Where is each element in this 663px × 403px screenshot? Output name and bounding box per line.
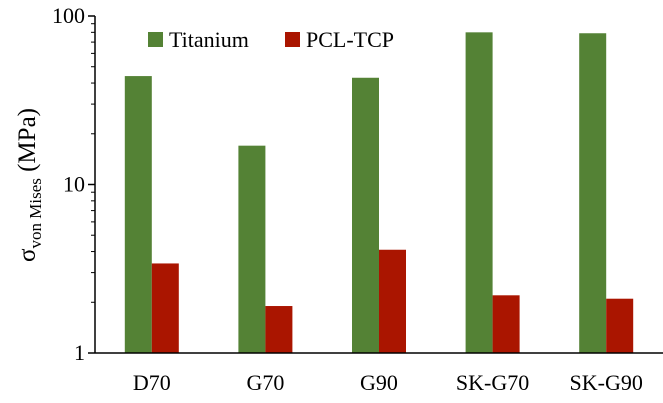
legend-label-pcl-tcp: PCL-TCP bbox=[306, 27, 394, 52]
x-tick-label: SK-G70 bbox=[456, 370, 529, 395]
y-axis-symbol: σ bbox=[14, 248, 41, 262]
bar-pcl-tcp-sk-g90 bbox=[606, 298, 634, 353]
y-axis-unit: (MPa) bbox=[14, 108, 41, 178]
x-tick-label: G70 bbox=[246, 370, 284, 395]
legend-swatch-titanium bbox=[148, 32, 163, 47]
bar-pcl-tcp-g90 bbox=[379, 249, 406, 353]
bar-pcl-tcp-d70 bbox=[151, 263, 179, 353]
bars-layer bbox=[124, 32, 634, 354]
bar-titanium-sk-g90 bbox=[579, 33, 607, 353]
legend-label-titanium: Titanium bbox=[169, 27, 249, 52]
legend-swatch-pcl-tcp bbox=[285, 32, 300, 47]
y-tick-label: 10 bbox=[63, 172, 85, 197]
x-tick-label: G90 bbox=[360, 370, 398, 395]
x-tick-label: SK-G90 bbox=[570, 370, 643, 395]
y-tick-label: 100 bbox=[52, 3, 85, 28]
y-axis-subscript: von Mises bbox=[26, 178, 45, 248]
x-tick-label: D70 bbox=[133, 370, 171, 395]
y-tick-label: 1 bbox=[74, 340, 85, 365]
bar-titanium-sk-g70 bbox=[465, 32, 493, 353]
legend: Titanium PCL-TCP bbox=[148, 27, 394, 52]
axes-layer: 1 10 100 D70 G70 G90 SK-G70 SK-G90 bbox=[52, 3, 663, 395]
bar-pcl-tcp-g70 bbox=[265, 306, 293, 353]
bar-titanium-d70 bbox=[124, 76, 152, 354]
bar-pcl-tcp-sk-g70 bbox=[492, 295, 520, 353]
bar-titanium-g90 bbox=[352, 77, 379, 354]
y-axis-title: σvon Mises (MPa) bbox=[14, 108, 45, 262]
bar-titanium-g70 bbox=[238, 145, 266, 353]
